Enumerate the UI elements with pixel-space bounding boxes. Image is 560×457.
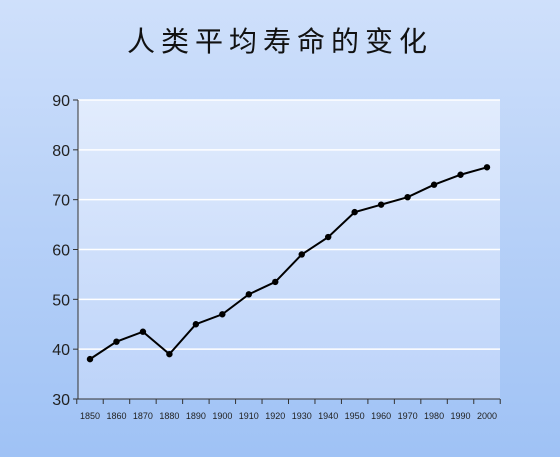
x-tick-label: 1860 xyxy=(106,411,126,421)
data-point xyxy=(192,321,200,328)
data-point xyxy=(298,251,305,258)
data-point xyxy=(325,233,332,241)
x-tick-label: 1920 xyxy=(265,411,285,421)
x-tick-label: 1980 xyxy=(424,411,444,421)
data-point xyxy=(377,201,385,208)
data-point xyxy=(166,350,173,358)
data-point xyxy=(404,193,411,201)
data-point xyxy=(219,311,226,318)
y-axis-ticks: 30 40 50 60 70 80 90 xyxy=(52,93,78,409)
y-tick-label: 90 xyxy=(52,93,70,110)
data-point xyxy=(113,338,120,345)
y-tick-label: 40 xyxy=(52,342,70,359)
chart-title: 人类平均寿命的变化 xyxy=(126,25,433,58)
data-point xyxy=(351,208,358,216)
gridlines xyxy=(78,99,500,350)
x-tick-label: 1970 xyxy=(398,411,418,421)
y-tick-label: 60 xyxy=(52,243,70,260)
y-tick-label: 70 xyxy=(52,193,70,210)
x-tick-label: 1900 xyxy=(212,411,232,421)
x-tick-label: 1960 xyxy=(371,411,391,421)
y-tick-label: 30 xyxy=(52,392,70,409)
series-group xyxy=(86,164,491,363)
x-tick-label: 1880 xyxy=(159,411,179,421)
data-point xyxy=(86,355,94,363)
x-tick-label: 1950 xyxy=(345,411,365,421)
data-point xyxy=(245,291,252,298)
x-tick-label: 1870 xyxy=(133,411,153,421)
data-point xyxy=(457,171,464,178)
x-tick-label: 1990 xyxy=(451,411,471,421)
data-point xyxy=(483,164,491,171)
y-tick-label: 80 xyxy=(52,143,70,160)
x-tick-label: 1850 xyxy=(80,411,100,421)
x-tick-label: 2000 xyxy=(477,411,497,421)
data-point xyxy=(139,328,147,335)
x-tick-label: 1890 xyxy=(186,411,206,421)
x-tick-label: 1940 xyxy=(318,411,338,421)
x-tick-label: 1910 xyxy=(239,411,259,421)
series-line xyxy=(89,166,488,360)
data-point xyxy=(430,181,438,188)
x-tick-label: 1930 xyxy=(292,411,312,421)
data-point xyxy=(272,278,279,286)
x-axis-ticks: 1850 1860 1870 1880 1890 1900 1910 1920 1930 1940… xyxy=(76,399,501,421)
y-tick-label: 50 xyxy=(52,292,70,309)
